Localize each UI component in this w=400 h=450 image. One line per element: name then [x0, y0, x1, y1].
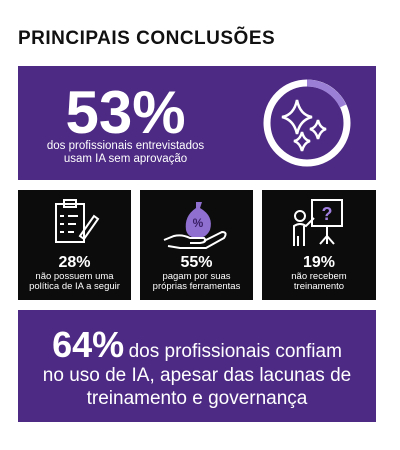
footer-stat: 64%	[52, 324, 125, 365]
sparkle-icon	[263, 79, 351, 167]
card-text: não recebem treinamento	[262, 271, 376, 293]
card-text: pagam por suas próprias ferramentas	[140, 271, 253, 293]
text-line: não possuem uma	[35, 271, 114, 282]
text-line: dos profissionais entrevistados	[46, 140, 205, 152]
text-line: próprias ferramentas	[152, 281, 241, 293]
clipboard-icon	[55, 199, 100, 243]
presenter-icon: ?	[293, 199, 343, 246]
text-line: não recebem	[291, 271, 347, 282]
star	[309, 119, 327, 140]
card-text: não possuem uma política de IA a seguir	[18, 271, 131, 293]
star	[293, 131, 311, 152]
star	[281, 99, 313, 135]
title: PRINCIPAIS CONCLUSÕES	[18, 28, 276, 49]
text-line: treinamento	[293, 281, 345, 293]
money-hand-icon: %	[163, 202, 227, 249]
card: 28% não possuem uma política de IA a seg…	[18, 190, 131, 300]
card-stat: 19%	[302, 254, 336, 271]
card: % 55% pagam por suas próprias ferramenta…	[140, 190, 253, 300]
text-line: usam IA sem aprovação	[63, 152, 188, 165]
hero-stat: 53%	[65, 79, 186, 146]
card-stat: 28%	[58, 254, 91, 271]
text-line: treinamento e governança	[86, 388, 308, 410]
footer-box: 64% dos profissionais confiam no uso de …	[18, 310, 376, 422]
hero-box: 53% dos profissionais entrevistados usam…	[18, 66, 376, 180]
card-stat: 55%	[180, 254, 213, 271]
svg-text:?: ?	[322, 204, 333, 224]
ring-arc	[306, 79, 347, 108]
card: ? 19% não recebem treinamento	[262, 190, 376, 300]
text-line: política de IA a seguir	[29, 281, 120, 293]
text-line: no uso de IA, apesar das lacunas de	[42, 365, 352, 387]
text-line: pagam por suas	[162, 271, 231, 282]
text-line: dos profissionais confiam	[128, 341, 342, 362]
footer-text: 64% dos profissionais confiam no uso de …	[18, 324, 376, 411]
hero-text: dos profissionais entrevistados usam IA …	[18, 140, 233, 165]
svg-text:%: %	[193, 216, 204, 230]
